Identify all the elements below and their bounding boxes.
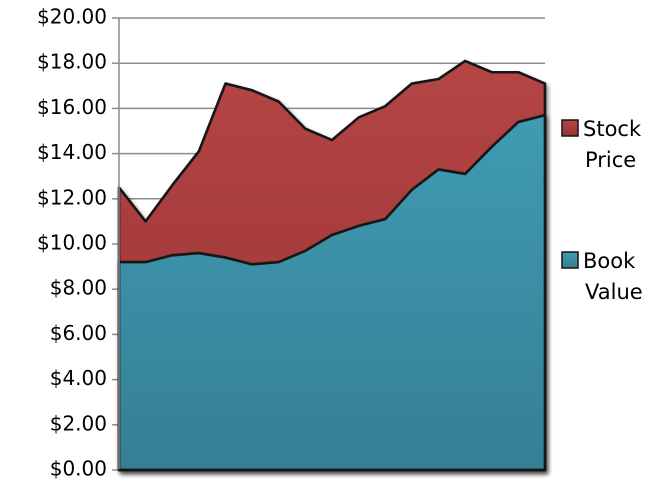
y-tick-label: $18.00	[37, 50, 107, 74]
y-tick-label: $10.00	[37, 231, 107, 255]
y-tick-labels: $0.00 $2.00 $4.00 $6.00 $8.00 $10.00 $12.00 $14…	[37, 5, 107, 481]
y-tick-label: $16.00	[37, 95, 107, 119]
legend: Stock Price Book Value	[561, 117, 643, 304]
y-tick-label: $14.00	[37, 140, 107, 164]
area-book-value	[117, 113, 547, 472]
legend-item-stock-price: Stock Price	[561, 117, 642, 172]
legend-swatch	[561, 251, 579, 269]
series-book-value	[117, 113, 547, 472]
legend-swatch	[561, 119, 579, 137]
legend-label: Book	[583, 249, 636, 273]
y-tick-label: $2.00	[50, 411, 107, 435]
legend-label: Value	[585, 280, 643, 304]
y-tick-label: $8.00	[50, 276, 107, 300]
legend-label: Price	[585, 148, 636, 172]
plot-areas	[117, 59, 547, 472]
y-tick-label: $6.00	[50, 321, 107, 345]
legend-item-book-value: Book Value	[561, 249, 643, 304]
y-axis-line	[118, 18, 545, 472]
y-tick-label: $0.00	[50, 457, 107, 481]
y-tick-label: $12.00	[37, 185, 107, 209]
y-tick-label: $4.00	[50, 366, 107, 390]
legend-label: Stock	[583, 117, 642, 141]
y-tick-label: $20.00	[37, 5, 107, 29]
